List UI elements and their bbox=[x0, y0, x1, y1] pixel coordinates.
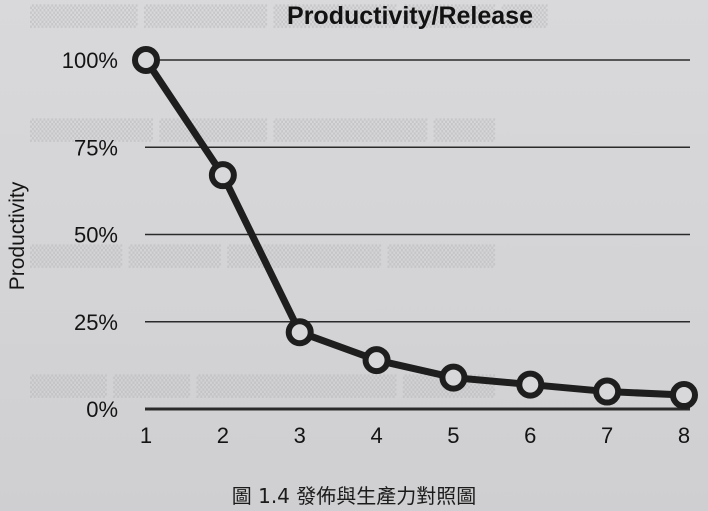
data-point-marker bbox=[439, 363, 468, 392]
y-axis-label: Productivity bbox=[6, 181, 29, 290]
x-tick-label: 2 bbox=[217, 423, 229, 448]
x-tick-label: 6 bbox=[524, 423, 536, 448]
figure-caption: 圖 1.4 發佈與生產力對照圖 bbox=[231, 484, 477, 508]
y-tick-label: 50% bbox=[74, 223, 118, 248]
data-point-marker bbox=[593, 377, 622, 406]
series-line bbox=[142, 56, 688, 399]
x-tick-label: 4 bbox=[370, 423, 382, 448]
data-point-marker bbox=[362, 346, 391, 375]
y-tick-label: 0% bbox=[86, 397, 118, 422]
x-tick-label: 5 bbox=[447, 423, 459, 448]
y-tick-label: 100% bbox=[62, 48, 118, 73]
gridlines bbox=[145, 59, 690, 411]
x-tick-label: 1 bbox=[140, 423, 152, 448]
x-tick-label: 7 bbox=[601, 423, 613, 448]
chart-title: Productivity/Release bbox=[287, 2, 533, 30]
y-tick-label: 75% bbox=[74, 135, 118, 160]
x-tick-label: 3 bbox=[294, 423, 306, 448]
x-tick-labels: 1 2 3 4 5 6 7 8 bbox=[140, 423, 690, 448]
y-tick-label: 25% bbox=[74, 310, 118, 335]
x-tick-label: 8 bbox=[678, 423, 690, 448]
data-point-marker bbox=[132, 46, 160, 74]
data-point-marker bbox=[516, 370, 545, 399]
y-tick-labels: 0% 25% 50% 75% 100% bbox=[62, 48, 118, 422]
data-point-marker bbox=[285, 318, 314, 347]
data-point-marker bbox=[208, 161, 237, 190]
data-point-marker bbox=[670, 381, 698, 410]
series-group bbox=[132, 46, 698, 410]
productivity-release-chart: Productivity/Release Productivity 0% 25% 5… bbox=[6, 2, 698, 448]
